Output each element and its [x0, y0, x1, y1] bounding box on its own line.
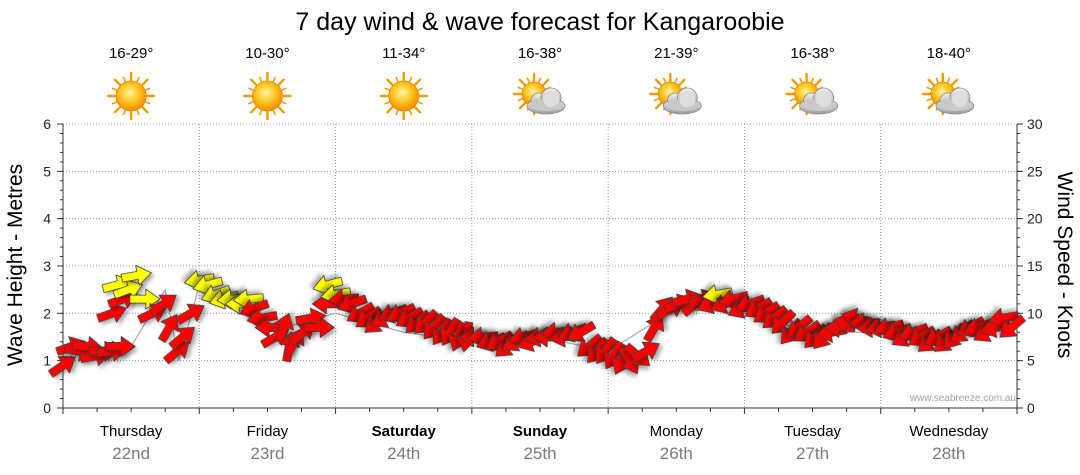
wind-arrow — [168, 326, 195, 351]
wind-arrow — [643, 314, 665, 343]
day-date-label: 24th — [387, 444, 420, 463]
right-tick-label: 25 — [1027, 163, 1043, 179]
day-name-label: Tuesday — [784, 423, 841, 440]
sun-cloud-icon — [785, 72, 838, 116]
day-name-label: Thursday — [100, 423, 163, 440]
day-name-label: Sunday — [513, 423, 568, 440]
sun-rays — [379, 71, 428, 121]
wind-arrow — [148, 294, 177, 317]
left-axis-title: Wave Height - Metres — [4, 164, 27, 366]
cloud — [935, 87, 975, 115]
sun-disc — [252, 80, 283, 112]
right-tick-label: 20 — [1027, 211, 1043, 227]
day-temp-range: 16-38° — [518, 45, 562, 62]
right-tick-label: 0 — [1027, 400, 1035, 416]
grid-lines — [63, 123, 1018, 408]
day-temp-range: 11-34° — [382, 45, 425, 62]
wind-arrow — [104, 336, 136, 357]
sun-disc — [115, 80, 147, 112]
left-tick-label: 1 — [43, 353, 51, 369]
wind-arrow — [48, 356, 76, 378]
left-tick-label: 0 — [43, 400, 51, 416]
sun-rays — [243, 71, 292, 121]
daily-forecast-row: 16-29° 10-30° 11-34° 16-38° 21-39° 16-38° 18-4… — [106, 45, 975, 121]
right-tick-label: 30 — [1027, 116, 1043, 132]
wind-arrow — [295, 307, 327, 329]
sun-disc — [388, 80, 420, 112]
day-temp-range: 10-30° — [245, 45, 289, 62]
right-tick-label: 5 — [1027, 353, 1035, 369]
sun-icon — [379, 71, 428, 121]
wind-arrow — [771, 308, 797, 334]
wind-arrow — [112, 279, 143, 300]
day-date-label: 27th — [796, 444, 829, 463]
day-temp-range: 16-38° — [790, 45, 834, 62]
day-date-label: 23rd — [250, 444, 284, 463]
cloud — [526, 87, 566, 115]
sun-cloud-icon — [649, 72, 702, 116]
left-tick-label: 6 — [43, 116, 51, 132]
day-labels: Thursday 22nd Friday 23rd Saturday 24th Sunday… — [100, 423, 989, 463]
day-name-label: Friday — [247, 423, 289, 440]
day-name-label: Saturday — [372, 423, 437, 440]
wind-arrow — [96, 303, 127, 323]
wind-arrow — [157, 314, 179, 343]
wind-arrows — [48, 265, 1026, 378]
sun-cloud-icon — [921, 72, 975, 116]
watermark: www.seabreeze.com.au — [909, 393, 1016, 404]
cloud — [799, 87, 838, 115]
chart-title: 7 day wind & wave forecast for Kangaroob… — [295, 8, 784, 36]
wind-arrow — [567, 320, 597, 342]
sun-icon — [106, 71, 156, 121]
wind-arrow — [120, 265, 152, 286]
sun-icon — [243, 71, 292, 121]
day-name-label: Wednesday — [909, 423, 988, 440]
day-temp-range: 21-39° — [654, 45, 698, 62]
cloud — [662, 87, 702, 115]
day-date-label: 26th — [660, 444, 693, 463]
day-date-label: 25th — [523, 444, 556, 463]
wind-arrow — [702, 284, 734, 305]
wind-arrow — [175, 303, 205, 325]
sun-rays — [106, 71, 156, 121]
day-temp-range: 16-29° — [109, 45, 153, 62]
right-tick-label: 10 — [1027, 305, 1043, 321]
left-tick-label: 3 — [43, 258, 51, 274]
right-tick-label: 15 — [1027, 258, 1043, 274]
left-tick-label: 4 — [43, 211, 51, 227]
wind-arrow — [999, 314, 1026, 338]
left-tick-label: 2 — [43, 305, 51, 321]
day-date-label: 22nd — [112, 444, 150, 463]
day-temp-range: 18-40° — [927, 45, 971, 62]
day-date-label: 28th — [932, 444, 965, 463]
right-axis-title: Wind Speed - Knots — [1053, 172, 1076, 359]
left-tick-label: 5 — [43, 163, 51, 179]
day-name-label: Monday — [650, 423, 704, 440]
wind-arrow — [303, 317, 335, 338]
axes: 0 1 2 3 4 5 6 0 5 10 15 20 25 30 — [43, 116, 1043, 416]
wind-arrow — [630, 341, 660, 363]
sun-cloud-icon — [512, 72, 566, 116]
